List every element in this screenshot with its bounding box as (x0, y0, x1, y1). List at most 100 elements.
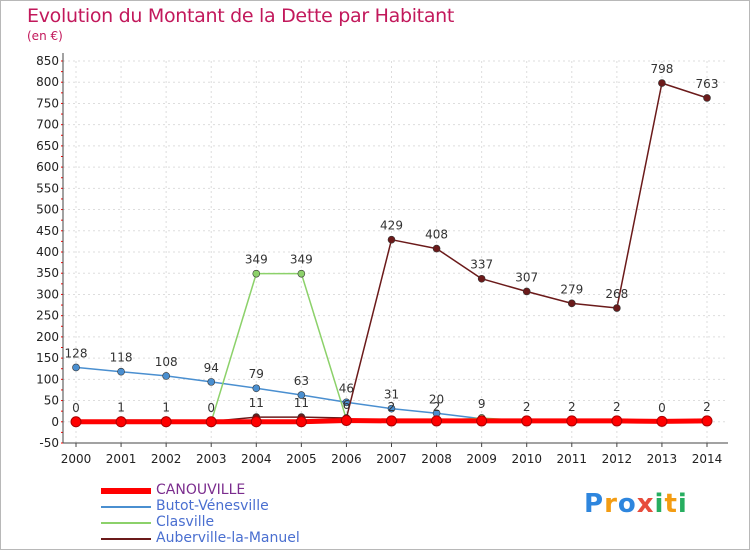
data-label: 46 (339, 381, 354, 395)
legend-item: Clasville (101, 514, 361, 531)
x-tick-label: 2001 (106, 452, 137, 466)
x-tick-label: 2012 (602, 452, 633, 466)
data-label: 128 (65, 346, 88, 360)
data-label: 20 (429, 392, 444, 406)
logo-letter: i (654, 489, 665, 519)
series-lines (70, 79, 713, 428)
data-label: 31 (384, 388, 399, 402)
chart-title: Evolution du Montant de la Dette par Hab… (27, 5, 455, 27)
series-point (297, 391, 306, 399)
data-label: 337 (470, 258, 493, 272)
series-point (431, 415, 443, 427)
y-tick-label: 450 (36, 224, 59, 238)
logo-letter: o (617, 489, 637, 519)
series-point (521, 415, 533, 427)
series-point (476, 415, 488, 427)
data-label: 11 (249, 396, 264, 410)
x-tick-label: 2013 (647, 452, 678, 466)
line-chart: -500501001502002503003504004505005506006… (36, 53, 728, 466)
series-point (387, 235, 396, 244)
data-label: 9 (478, 397, 486, 411)
proxiti-logo: Proxiti (584, 489, 688, 519)
data-label: 268 (605, 287, 628, 301)
logo-letter: t (664, 489, 678, 519)
x-tick-label: 2010 (511, 452, 542, 466)
series-point (386, 415, 397, 427)
x-tick-label: 2008 (421, 452, 452, 466)
x-tick-label: 2005 (286, 452, 317, 466)
series-point (703, 94, 711, 102)
y-tick-label: 700 (36, 118, 59, 132)
series-point (613, 304, 621, 312)
data-label: 408 (425, 228, 448, 242)
x-tick-label: 2014 (692, 452, 723, 466)
data-label: 0 (658, 401, 666, 415)
series-point (162, 372, 170, 380)
series-point (250, 416, 262, 428)
legend-label: Clasville (156, 514, 215, 530)
y-tick-label: 850 (36, 54, 59, 68)
logo-letter: r (604, 489, 618, 519)
data-label: 1 (162, 400, 170, 414)
data-label: 2 (568, 400, 576, 414)
y-tick-label: -50 (39, 436, 59, 450)
data-label: 0 (207, 401, 215, 415)
series-point (252, 384, 261, 393)
x-tick-label: 2002 (151, 452, 182, 466)
y-tick-label: 600 (36, 160, 59, 174)
data-label: 6 (343, 398, 351, 412)
data-label: 0 (72, 401, 80, 415)
y-tick-label: 500 (36, 203, 59, 217)
series-point (297, 269, 306, 278)
data-label: 118 (110, 351, 133, 365)
series-point (205, 416, 217, 428)
series-point (658, 79, 666, 87)
chart-unit-label: (en €) (27, 29, 63, 43)
series-point (611, 415, 623, 427)
data-label: 1 (117, 400, 125, 414)
series-point (656, 415, 668, 427)
series-point (387, 404, 396, 413)
y-tick-label: 100 (36, 372, 59, 386)
legend-label: Butot-Vénesville (156, 498, 269, 514)
y-tick-label: 300 (36, 287, 59, 301)
data-label: 2 (523, 400, 531, 414)
data-label: 349 (245, 253, 268, 267)
series-point (701, 415, 713, 427)
x-tick-label: 2009 (466, 452, 497, 466)
axes: -500501001502002503003504004505005506006… (36, 53, 728, 466)
legend-label: CANOUVILLE (156, 482, 246, 498)
logo-letter: x (636, 489, 655, 519)
y-tick-label: 200 (36, 330, 59, 344)
series-point (566, 415, 578, 427)
x-tick-label: 2006 (331, 452, 362, 466)
x-tick-label: 2007 (376, 452, 407, 466)
legend-item: Butot-Vénesville (101, 498, 361, 515)
y-tick-label: 250 (36, 309, 59, 323)
series-point (72, 363, 80, 372)
series-point (340, 415, 352, 427)
data-label: 763 (696, 77, 719, 91)
series-point (567, 299, 576, 308)
y-tick-label: 800 (36, 75, 59, 89)
data-label: 79 (249, 367, 264, 381)
series-point (117, 367, 125, 376)
data-label: 2 (433, 400, 441, 414)
data-label: 2 (703, 400, 711, 414)
x-tick-label: 2004 (241, 452, 272, 466)
series-line (75, 366, 482, 420)
data-label: 11 (294, 396, 309, 410)
data-label: 2 (388, 400, 396, 414)
x-tick-label: 2003 (196, 452, 227, 466)
data-label: 349 (290, 253, 313, 267)
y-tick-label: 650 (36, 139, 59, 153)
series-point (295, 416, 307, 428)
legend-swatch (101, 488, 151, 494)
logo-letter: i (677, 489, 688, 519)
y-tick-label: 350 (36, 266, 59, 280)
x-tick-label: 2011 (557, 452, 588, 466)
y-tick-label: 50 (44, 394, 59, 408)
data-label: 429 (380, 219, 403, 233)
legend-item: CANOUVILLE (101, 482, 361, 499)
